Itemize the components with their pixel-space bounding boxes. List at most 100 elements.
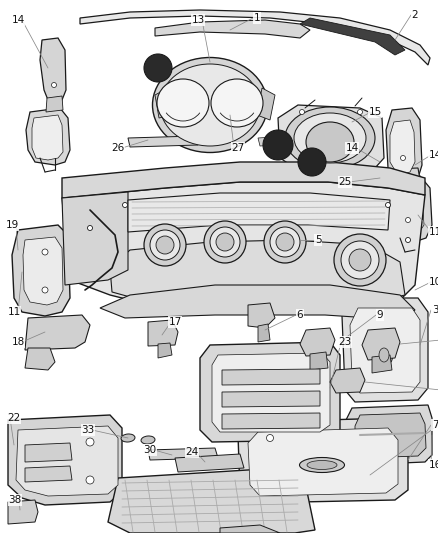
Ellipse shape [379, 348, 389, 362]
Polygon shape [238, 418, 408, 503]
Polygon shape [346, 405, 432, 465]
Polygon shape [100, 285, 415, 320]
Polygon shape [330, 368, 365, 393]
Ellipse shape [204, 221, 246, 263]
Ellipse shape [157, 79, 209, 127]
Polygon shape [155, 88, 172, 118]
Ellipse shape [216, 233, 234, 251]
Polygon shape [248, 303, 275, 328]
Polygon shape [257, 88, 275, 120]
Text: 38: 38 [8, 495, 21, 505]
Polygon shape [148, 448, 218, 460]
Ellipse shape [334, 234, 386, 286]
Polygon shape [355, 413, 426, 458]
Polygon shape [23, 237, 63, 305]
Polygon shape [222, 413, 320, 429]
Text: 26: 26 [111, 143, 125, 153]
Ellipse shape [152, 58, 268, 152]
Polygon shape [382, 176, 432, 242]
Ellipse shape [357, 109, 363, 115]
Polygon shape [212, 353, 330, 432]
Text: 14: 14 [11, 15, 25, 25]
Ellipse shape [150, 230, 180, 260]
Polygon shape [318, 168, 420, 184]
Ellipse shape [300, 457, 345, 472]
Polygon shape [222, 369, 320, 385]
Polygon shape [310, 352, 328, 370]
Polygon shape [390, 120, 415, 174]
Polygon shape [155, 20, 310, 38]
Polygon shape [390, 184, 424, 236]
Ellipse shape [156, 236, 174, 254]
Text: 11: 11 [7, 307, 21, 317]
Ellipse shape [276, 233, 294, 251]
Text: 5: 5 [314, 235, 321, 245]
Ellipse shape [270, 227, 300, 257]
Text: 9: 9 [377, 310, 383, 320]
Ellipse shape [307, 461, 337, 470]
Ellipse shape [406, 217, 410, 222]
Ellipse shape [300, 109, 304, 115]
Ellipse shape [86, 438, 94, 446]
Polygon shape [220, 525, 280, 533]
Text: 2: 2 [412, 10, 418, 20]
Polygon shape [148, 320, 178, 346]
Ellipse shape [385, 203, 391, 207]
Text: 7: 7 [432, 420, 438, 430]
Polygon shape [40, 38, 66, 102]
Polygon shape [222, 391, 320, 407]
Text: 14: 14 [346, 143, 359, 153]
Text: 15: 15 [368, 107, 381, 117]
Text: 3: 3 [432, 305, 438, 315]
Polygon shape [258, 324, 270, 342]
Polygon shape [175, 454, 244, 472]
Text: 30: 30 [143, 445, 156, 455]
Ellipse shape [144, 224, 186, 266]
Ellipse shape [375, 344, 393, 366]
Text: 19: 19 [5, 220, 19, 230]
Polygon shape [46, 96, 63, 112]
Text: 6: 6 [297, 310, 303, 320]
Ellipse shape [210, 227, 240, 257]
Polygon shape [362, 328, 400, 360]
Ellipse shape [294, 113, 366, 163]
Polygon shape [8, 415, 122, 505]
Text: 16: 16 [428, 460, 438, 470]
Text: 27: 27 [231, 143, 245, 153]
Ellipse shape [123, 203, 127, 207]
Polygon shape [158, 343, 172, 358]
Ellipse shape [88, 225, 92, 230]
Polygon shape [278, 105, 384, 172]
Ellipse shape [341, 241, 379, 279]
Text: 24: 24 [185, 447, 198, 457]
Ellipse shape [285, 107, 375, 169]
Polygon shape [248, 428, 398, 496]
Ellipse shape [52, 83, 57, 87]
Ellipse shape [42, 287, 48, 293]
Ellipse shape [406, 238, 410, 243]
Polygon shape [8, 500, 38, 524]
Text: 22: 22 [7, 413, 21, 423]
Text: 10: 10 [428, 277, 438, 287]
Polygon shape [258, 136, 292, 146]
Polygon shape [26, 108, 70, 165]
Text: 14: 14 [428, 150, 438, 160]
Polygon shape [62, 192, 128, 285]
Ellipse shape [263, 130, 293, 160]
Polygon shape [372, 355, 392, 373]
Polygon shape [32, 115, 63, 160]
Ellipse shape [266, 434, 273, 441]
Polygon shape [16, 426, 118, 496]
Text: 33: 33 [81, 425, 95, 435]
Polygon shape [128, 136, 198, 147]
Polygon shape [110, 240, 405, 310]
Ellipse shape [160, 64, 260, 146]
Polygon shape [386, 108, 422, 180]
Polygon shape [350, 308, 420, 393]
Ellipse shape [264, 221, 306, 263]
Ellipse shape [42, 249, 48, 255]
Ellipse shape [121, 434, 135, 442]
Polygon shape [108, 468, 315, 533]
Ellipse shape [298, 148, 326, 176]
Text: 1: 1 [254, 13, 260, 23]
